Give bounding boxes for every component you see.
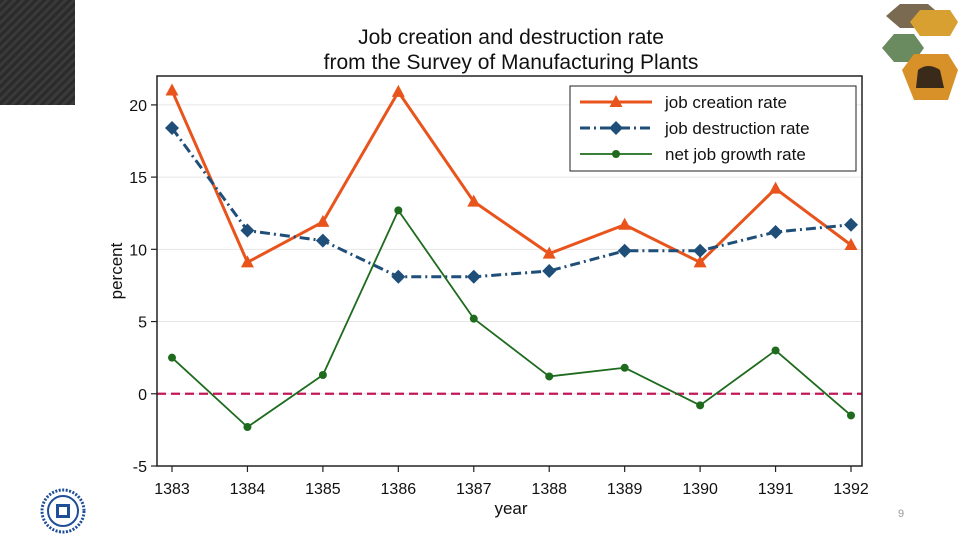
y-axis-ticks: -5 0 5 10 15 20 — [129, 98, 157, 476]
legend-item: job destruction rate — [580, 119, 810, 138]
series-line — [171, 209, 852, 428]
data-point-circle — [847, 411, 855, 420]
series-lines — [165, 83, 858, 431]
y-tick-label: 15 — [129, 170, 147, 187]
data-point-triangle — [467, 194, 481, 207]
industrial-photo-collage — [882, 4, 958, 100]
data-point-circle — [469, 314, 478, 323]
data-point-diamond — [466, 269, 481, 284]
y-tick-label: 0 — [138, 387, 147, 404]
decorative-dark-tile — [0, 0, 75, 105]
legend-swatch-marker — [612, 150, 620, 158]
y-tick-label: 5 — [138, 315, 147, 332]
chart-title-line-2: from the Survey of Manufacturing Plants — [324, 51, 699, 74]
data-point-diamond — [617, 243, 632, 258]
legend-item: job creation rate — [580, 93, 787, 112]
data-point-circle — [318, 371, 327, 379]
x-axis-ticks: 1383 1384 1385 1386 1387 1388 1389 1390 1391 1392 — [154, 466, 869, 498]
university-seal-logo — [40, 488, 86, 534]
x-axis-title: year — [494, 499, 527, 518]
x-tick-label: 1385 — [305, 481, 341, 498]
data-point-diamond — [542, 264, 557, 278]
data-point-circle — [243, 423, 252, 431]
x-tick-label: 1390 — [682, 481, 718, 498]
data-point-triangle — [844, 238, 858, 250]
series-line — [170, 89, 852, 264]
data-point-circle — [394, 206, 403, 215]
data-point-diamond — [693, 243, 708, 258]
x-tick-label: 1391 — [758, 481, 794, 498]
data-point-diamond — [844, 217, 858, 232]
x-tick-label: 1383 — [154, 481, 190, 498]
legend-label: net job growth rate — [665, 145, 806, 164]
series-job-creation-rate — [165, 83, 858, 268]
data-point-circle — [545, 372, 554, 381]
data-point-diamond — [240, 223, 255, 238]
series-job-destruction-rate — [165, 121, 858, 284]
data-point-triangle — [316, 214, 330, 227]
y-tick-label: -5 — [133, 459, 147, 476]
x-tick-label: 1387 — [456, 481, 492, 498]
x-tick-label: 1389 — [607, 481, 643, 498]
y-tick-label: 20 — [129, 98, 147, 115]
plot-frame — [156, 75, 863, 467]
data-point-diamond — [391, 269, 406, 284]
page-number: 9 — [898, 508, 905, 520]
data-point-circle — [696, 401, 705, 410]
x-tick-label: 1392 — [833, 481, 869, 498]
data-point-diamond — [165, 121, 179, 135]
data-point-triangle — [391, 84, 405, 97]
data-point-triangle — [618, 217, 632, 230]
data-point-triangle — [240, 255, 254, 268]
legend-label: job destruction rate — [664, 119, 810, 138]
legend-label: job creation rate — [664, 93, 787, 112]
data-point-circle — [168, 353, 176, 362]
data-point-triangle — [542, 246, 556, 259]
x-tick-label: 1384 — [230, 481, 266, 498]
y-axis-title: percent — [107, 242, 126, 299]
data-point-circle — [771, 346, 780, 355]
legend-swatch-marker — [609, 121, 623, 135]
data-point-triangle — [693, 255, 707, 268]
y-tick-label: 10 — [129, 242, 147, 259]
x-tick-label: 1386 — [381, 481, 417, 498]
legend-item: net job growth rate — [580, 145, 806, 164]
data-point-circle — [620, 363, 629, 372]
series-net-job-growth-rate — [168, 206, 855, 431]
data-point-diamond — [768, 225, 783, 239]
chart-title-line-1: Job creation and destruction rate — [358, 26, 664, 49]
data-point-triangle — [165, 83, 179, 96]
legend: job creation rate job destruction rate net… — [569, 85, 857, 172]
data-point-diamond — [315, 233, 330, 248]
data-point-triangle — [769, 181, 783, 194]
x-tick-label: 1388 — [531, 481, 567, 498]
series-line — [170, 127, 852, 279]
legend-swatch-marker — [609, 95, 623, 107]
